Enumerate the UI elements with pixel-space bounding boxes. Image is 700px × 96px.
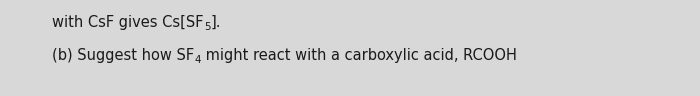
- Text: (b) Suggest how SF: (b) Suggest how SF: [52, 48, 195, 63]
- Text: ].: ].: [211, 15, 221, 30]
- Text: 4: 4: [195, 55, 201, 65]
- Text: with CsF gives Cs[SF: with CsF gives Cs[SF: [52, 15, 204, 30]
- Text: might react with a carboxylic acid, RCOOH: might react with a carboxylic acid, RCOO…: [201, 48, 517, 63]
- Text: 5: 5: [204, 22, 211, 32]
